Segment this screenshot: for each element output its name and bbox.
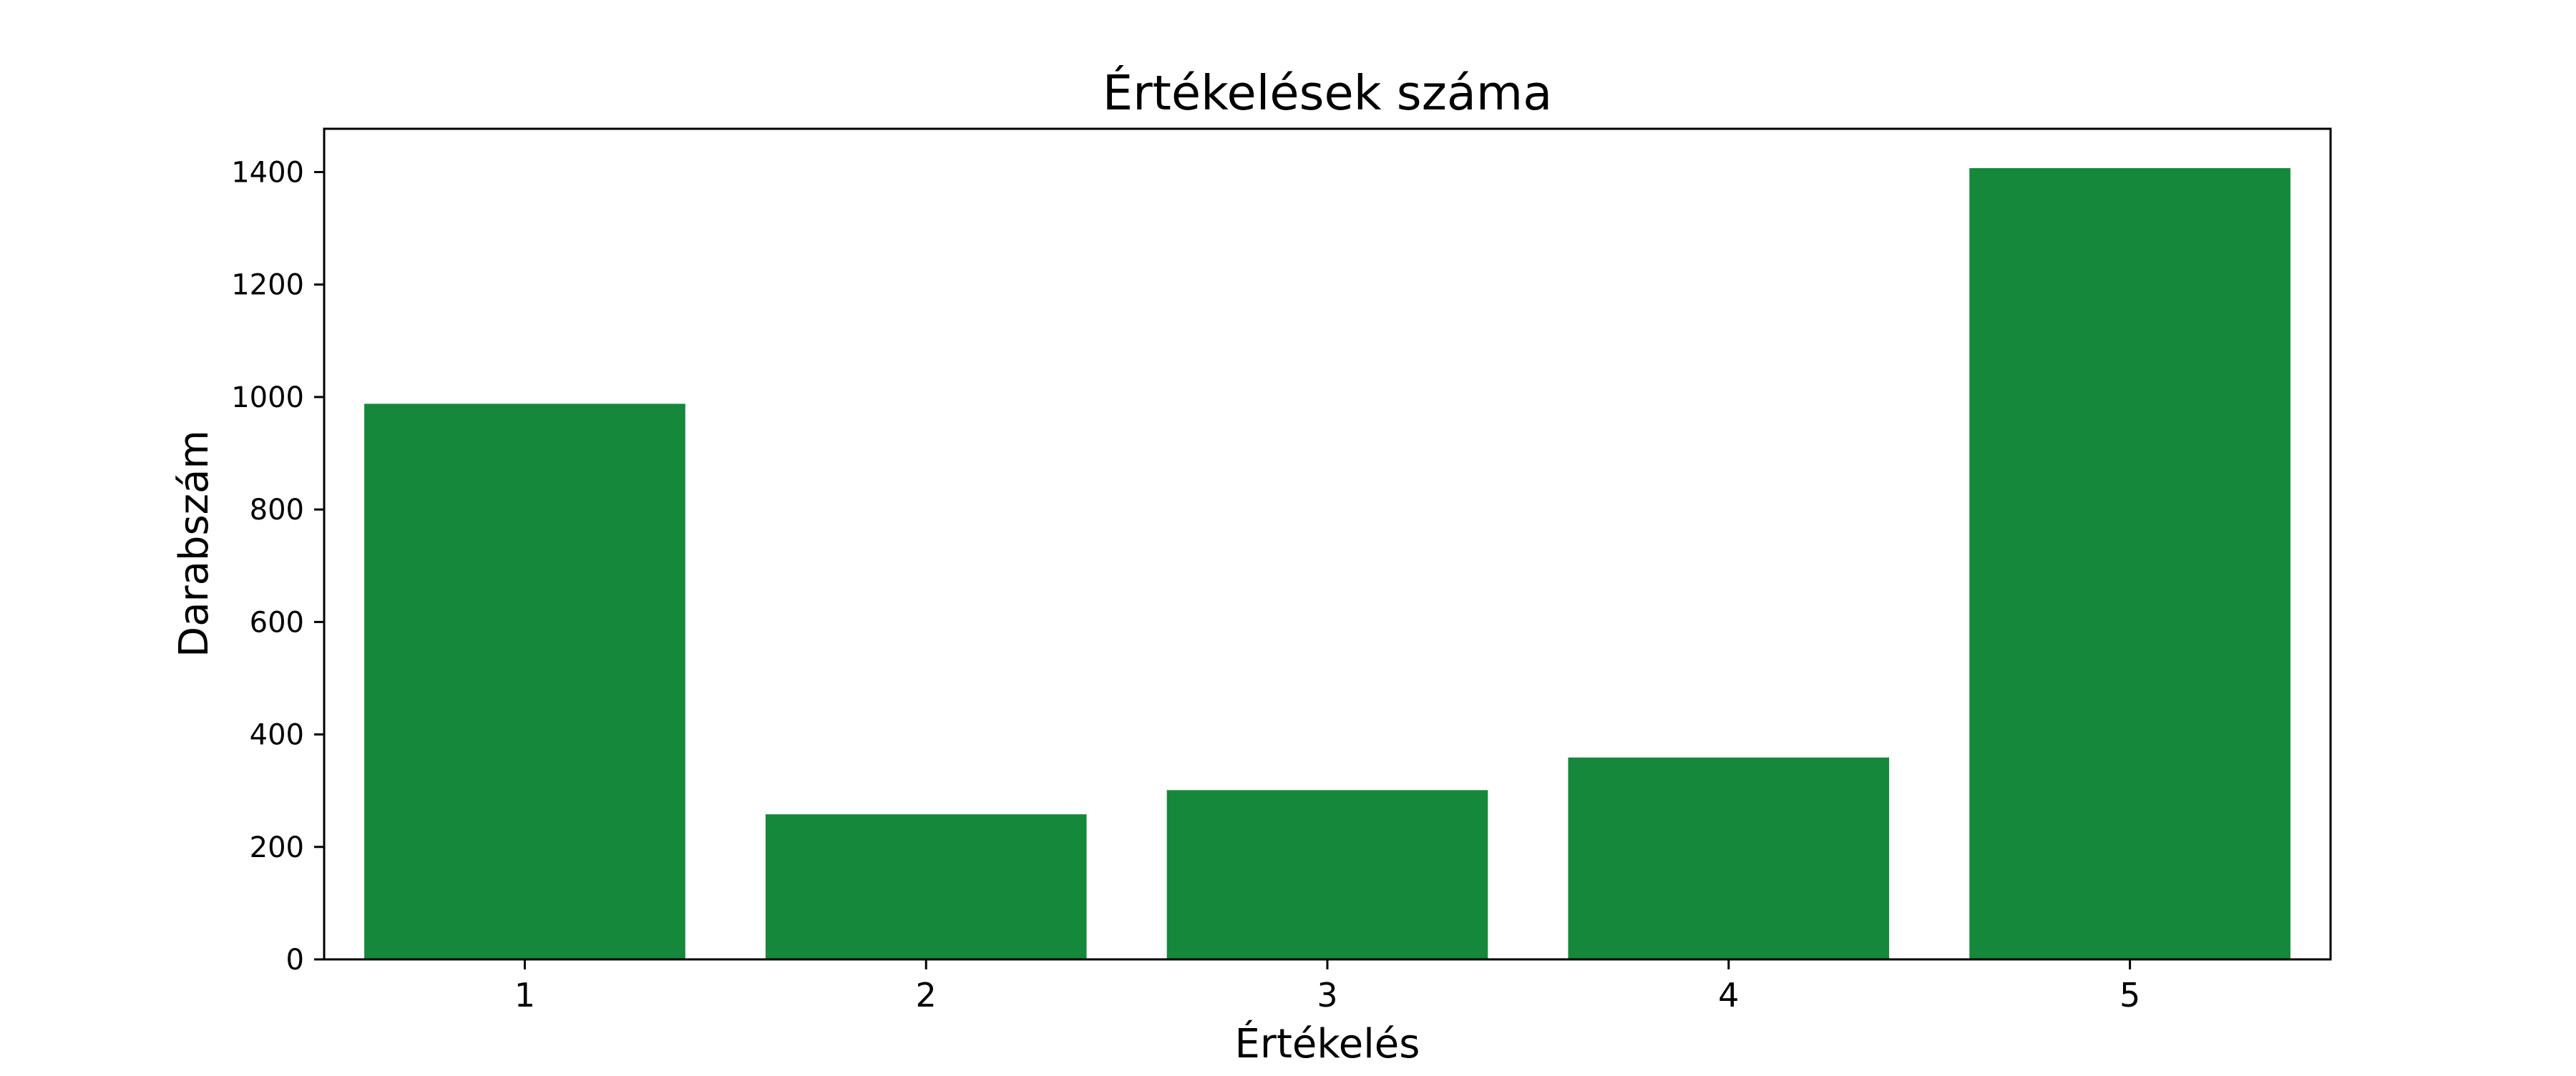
bar-5 bbox=[1969, 168, 2290, 960]
plot-frame bbox=[323, 127, 2332, 961]
y-tick-label-1200: 1200 bbox=[231, 269, 304, 302]
y-tick-label-800: 800 bbox=[250, 494, 304, 527]
y-tick-label-1000: 1000 bbox=[231, 381, 304, 414]
x-tick-label-4: 4 bbox=[1718, 976, 1739, 1014]
x-tick-label-3: 3 bbox=[1317, 976, 1337, 1014]
x-tick-label-1: 1 bbox=[514, 976, 535, 1014]
y-tick-label-1400: 1400 bbox=[231, 157, 304, 190]
y-tick-label-400: 400 bbox=[250, 719, 304, 752]
x-tick-label-5: 5 bbox=[2119, 976, 2140, 1014]
y-tick-label-0: 0 bbox=[286, 944, 304, 977]
y-axis-label: Darabszám bbox=[171, 430, 218, 657]
y-tick-label-600: 600 bbox=[250, 606, 304, 639]
x-ticks-group: 1 2 3 4 5 bbox=[514, 959, 2140, 1014]
y-ticks-group: 0 200 400 600 800 1000 1200 1400 bbox=[231, 157, 324, 977]
bar-4 bbox=[1568, 757, 1890, 959]
bar-2 bbox=[765, 814, 1087, 959]
chart-title: Értékelések száma bbox=[1103, 64, 1553, 121]
bar-3 bbox=[1166, 790, 1488, 959]
x-axis-label: Értékelés bbox=[1235, 1021, 1420, 1067]
bar-1 bbox=[364, 404, 686, 959]
y-tick-label-200: 200 bbox=[250, 831, 304, 864]
x-tick-label-2: 2 bbox=[916, 976, 937, 1014]
bars-group bbox=[364, 168, 2290, 960]
